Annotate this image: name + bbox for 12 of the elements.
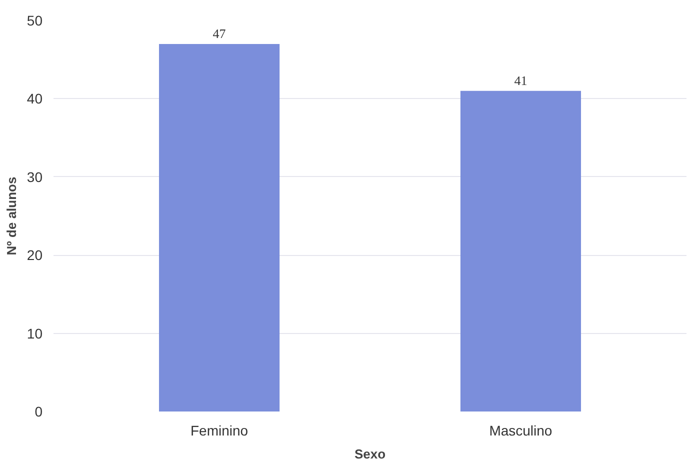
y-tick-label: 20: [26, 247, 43, 264]
y-axis-title: Nº de alunos: [4, 176, 19, 256]
y-tick-label: 10: [26, 325, 43, 342]
y-tick-label: 50: [26, 12, 43, 28]
y-tick-label: 40: [26, 90, 43, 107]
y-tick-label: 30: [26, 168, 43, 185]
x-tick-label: Feminino: [190, 422, 248, 438]
x-axis-title: Sexo: [354, 446, 386, 462]
y-tick-label: 0: [34, 404, 43, 420]
data-label: 47: [212, 26, 226, 41]
data-label: 41: [514, 72, 528, 88]
x-tick-label: Masculino: [489, 422, 552, 438]
